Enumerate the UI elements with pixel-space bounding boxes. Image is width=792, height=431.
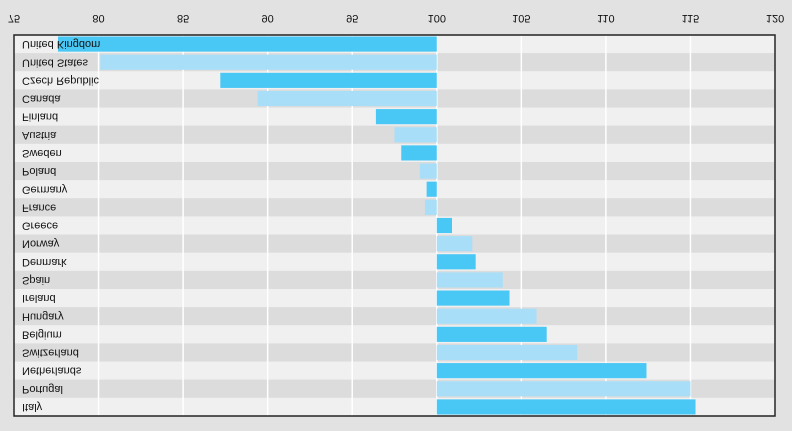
bar <box>375 109 437 125</box>
plot-border <box>13 34 776 417</box>
bar <box>436 308 537 324</box>
category-label: Netherlands <box>22 365 82 377</box>
x-tick-label: 115 <box>682 12 700 24</box>
category-label: Ireland <box>22 292 56 304</box>
bar <box>436 381 691 397</box>
row-band <box>14 270 775 289</box>
bar <box>424 199 437 215</box>
x-tick-label: 120 <box>766 12 784 24</box>
bar <box>257 90 437 107</box>
category-label: United States <box>22 56 89 68</box>
category-label: Portugal <box>22 383 63 395</box>
bar <box>436 272 503 288</box>
bar <box>436 326 547 342</box>
category-label: Finland <box>22 111 58 123</box>
category-label: Poland <box>22 165 56 177</box>
row-band <box>14 252 775 271</box>
bar <box>419 163 437 179</box>
row-band <box>14 234 775 253</box>
row-band <box>14 361 775 380</box>
x-tick-label: 100 <box>428 12 446 24</box>
category-label: Austria <box>22 129 57 141</box>
row-band <box>14 325 775 344</box>
bar <box>426 181 437 197</box>
x-tick-label: 75 <box>8 12 20 24</box>
bar <box>436 399 696 415</box>
row-band <box>14 307 775 326</box>
x-tick-label: 105 <box>512 12 530 24</box>
category-label: Norway <box>22 238 60 250</box>
bar <box>394 127 437 143</box>
bar <box>57 36 437 52</box>
category-label: Canada <box>22 93 61 105</box>
bar <box>100 54 437 70</box>
bar <box>436 254 476 270</box>
category-label: Czech Republic <box>22 74 100 86</box>
row-band <box>14 143 775 162</box>
row-band <box>14 216 775 235</box>
row-band <box>14 343 775 362</box>
category-label: Spain <box>22 274 50 286</box>
bar <box>220 72 437 88</box>
category-label: Greece <box>22 220 58 232</box>
category-label: Switzerland <box>22 347 79 359</box>
x-tick-label: 110 <box>597 12 615 24</box>
category-label: Belgium <box>22 328 62 340</box>
category-label: Denmark <box>22 256 67 268</box>
row-band <box>14 162 775 181</box>
bar <box>436 217 452 234</box>
bar <box>401 145 437 161</box>
bar <box>436 236 473 252</box>
row-band <box>14 198 775 217</box>
category-label: Sweden <box>22 147 62 159</box>
category-label: Germany <box>22 183 68 195</box>
row-band <box>14 180 775 199</box>
x-tick-label: 85 <box>177 12 189 24</box>
bar <box>436 290 510 306</box>
x-tick-label: 90 <box>262 12 274 24</box>
x-tick-label: 80 <box>92 12 104 24</box>
category-label: United Kingdom <box>22 38 100 50</box>
row-band <box>14 289 775 308</box>
bar <box>436 363 647 379</box>
bar <box>436 344 578 361</box>
category-label: France <box>22 201 56 213</box>
category-label: Hungary <box>22 310 64 322</box>
x-tick-label: 95 <box>346 12 358 24</box>
category-label: Italy <box>22 401 43 413</box>
